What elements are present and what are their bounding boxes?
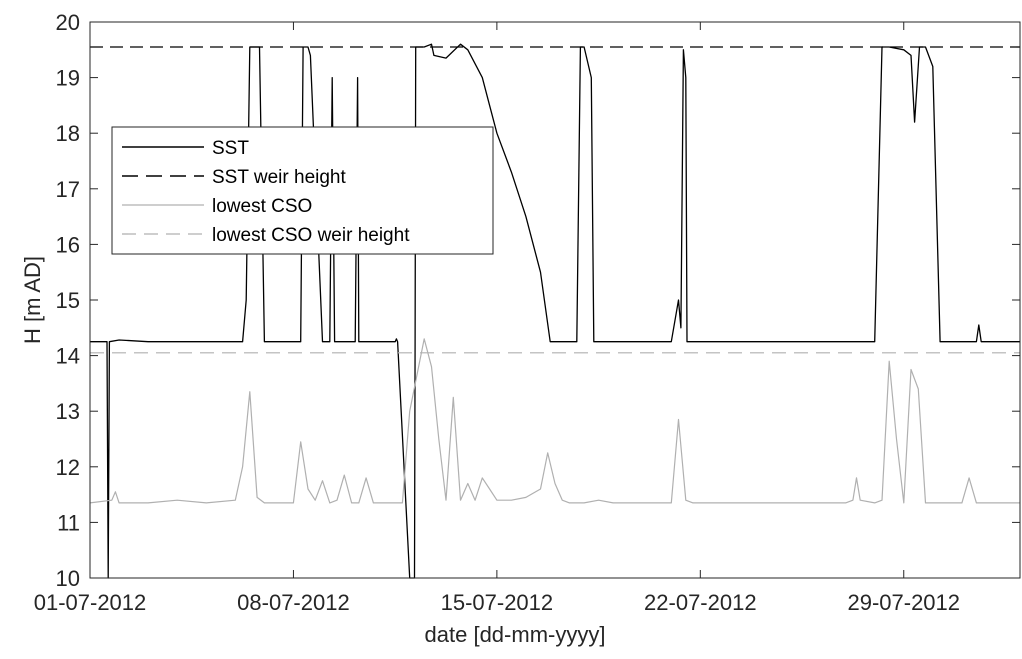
legend-box bbox=[111, 126, 494, 255]
y-tick-label: 20 bbox=[56, 10, 80, 35]
x-tick-label: 22-07-2012 bbox=[644, 590, 757, 615]
legend-label: lowest CSO bbox=[212, 196, 312, 217]
y-axis-label: H [m AD] bbox=[20, 256, 45, 344]
y-tick-label: 12 bbox=[56, 455, 80, 480]
y-tick-label: 13 bbox=[56, 399, 80, 424]
series-line-sst bbox=[90, 43, 1020, 579]
axis-ticks: 01-07-2012 08-07-2012 15-07-2012 22-07-2012… bbox=[34, 10, 1020, 615]
series-line-lowest-cso bbox=[89, 338, 1020, 504]
legend-label: SST weir height bbox=[212, 167, 346, 188]
x-axis-label: date [dd-mm-yyyy] bbox=[425, 622, 606, 647]
y-tick-label: 10 bbox=[56, 566, 80, 591]
legend-label: lowest CSO weir height bbox=[212, 225, 410, 246]
y-tick-label: 11 bbox=[57, 510, 80, 535]
y-tick-label: 17 bbox=[56, 177, 80, 202]
x-tick-label: 08-07-2012 bbox=[237, 590, 350, 615]
x-tick-label: 01-07-2012 bbox=[34, 590, 147, 615]
x-tick-label: 29-07-2012 bbox=[847, 590, 960, 615]
y-tick-label: 16 bbox=[56, 232, 80, 257]
legend-label: SST bbox=[212, 138, 249, 159]
y-tick-label: 14 bbox=[56, 344, 80, 369]
x-tick-label: 15-07-2012 bbox=[441, 590, 554, 615]
y-tick-label: 15 bbox=[56, 288, 80, 313]
y-tick-label: 18 bbox=[56, 121, 80, 146]
legend: SST SST weir height lowest CSO lowest CSO w… bbox=[111, 126, 494, 255]
plot-area bbox=[89, 43, 1020, 579]
y-tick-label: 19 bbox=[56, 66, 80, 91]
